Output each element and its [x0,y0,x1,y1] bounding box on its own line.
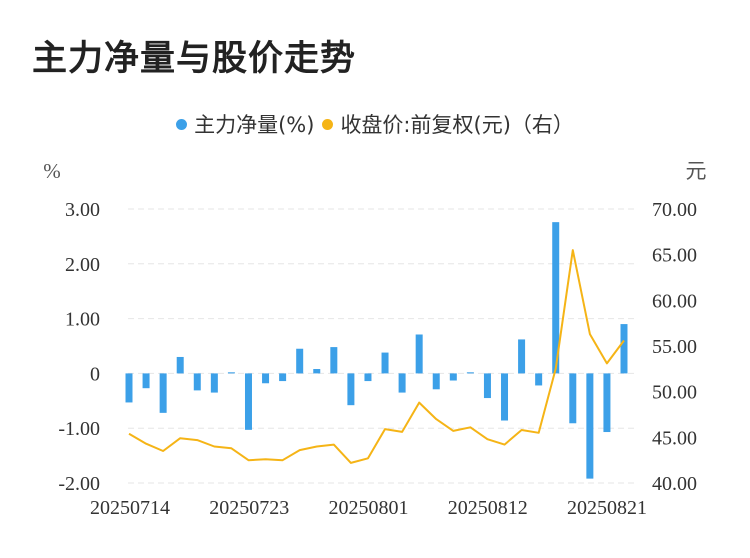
bar [227,372,235,374]
bar [586,373,594,479]
right-axis-tick-label: 65.00 [652,245,697,267]
right-axis-tick-label: 55.00 [652,336,697,358]
bar [125,373,133,403]
bar [381,352,389,374]
bar [518,339,526,374]
left-axis-tick-label: 0 [90,363,100,385]
bar [279,373,287,382]
legend-item-net-flow[interactable]: 主力净量(%) [176,109,314,139]
legend-label-close-price: 收盘价:前复权(元)（右） [340,113,574,137]
left-axis-tick-label: -2.00 [58,473,100,495]
bar [176,356,184,374]
bar [603,373,611,433]
left-axis-tick-label: 3.00 [65,199,100,221]
x-axis-tick-label: 20250801 [329,497,409,519]
bar [313,369,321,374]
bar [159,373,167,413]
bar [262,373,270,384]
right-axis-tick-label: 50.00 [652,382,697,404]
bar [296,348,304,374]
right-axis-tick-label: 60.00 [652,290,697,312]
price-line [128,249,625,464]
x-axis-tick-label: 20250821 [567,497,647,519]
left-axis-tick-label: 2.00 [65,254,100,276]
bar [330,347,338,374]
bar [620,324,628,374]
bar [466,372,474,374]
bar [552,222,560,374]
bar [501,373,509,421]
legend-item-close-price[interactable]: 收盘价:前复权(元)（右） [322,109,574,139]
right-axis-tick-label: 70.00 [652,199,697,221]
left-axis-tick-label: 1.00 [65,309,100,331]
bar [449,373,457,381]
bar [244,373,252,430]
left-axis-tick-label: -1.00 [58,418,100,440]
bar [364,373,372,382]
x-axis-tick-label: 20250714 [90,497,170,519]
legend-marker-close-price [322,118,334,130]
right-axis-tick-label: 45.00 [652,427,697,449]
bar [415,334,423,374]
bar [398,373,406,393]
bar [347,373,355,406]
bar [432,373,440,390]
legend-marker-net-flow [176,118,188,130]
bar [210,373,218,393]
bar [569,373,577,424]
bar [483,373,491,399]
legend: 主力净量(%) 收盘价:前复权(元)（右） [0,109,750,139]
bar [193,373,201,391]
x-axis-tick-label: 20250812 [448,497,528,519]
right-axis-unit: 元 [686,159,707,183]
left-axis-unit: % [43,159,61,183]
chart-title: 主力净量与股价走势 [32,39,357,79]
bar [535,373,543,386]
right-axis-tick-label: 40.00 [652,473,697,495]
legend-label-net-flow: 主力净量(%) [194,113,315,137]
bar [142,373,150,389]
x-axis-tick-label: 20250723 [209,497,289,519]
